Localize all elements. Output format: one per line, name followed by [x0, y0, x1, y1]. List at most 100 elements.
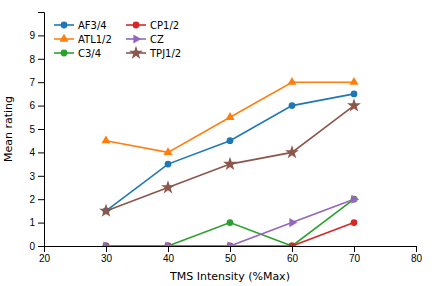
x-tick-mark — [106, 246, 107, 252]
legend-marker — [133, 34, 141, 43]
legend-marker — [61, 22, 68, 29]
legend-marker — [61, 50, 68, 57]
y-tick-mark — [38, 59, 44, 60]
series-line — [106, 82, 354, 152]
series-point — [285, 145, 299, 158]
y-tick: 0 — [29, 241, 44, 252]
series-point — [165, 241, 173, 246]
series — [101, 77, 358, 155]
legend-item: C3/4 — [54, 48, 101, 59]
series-point — [223, 157, 237, 170]
y-tick: 7 — [29, 77, 44, 88]
x-tick: 60 — [287, 246, 299, 264]
x-tick: 30 — [101, 246, 113, 264]
legend-label: C3/4 — [78, 48, 101, 59]
y-tick: 1 — [29, 217, 44, 228]
series-point — [227, 219, 234, 226]
x-tick-mark — [416, 246, 417, 252]
series-point — [287, 77, 296, 85]
legend-item: CP1/2 — [126, 20, 179, 31]
legend-label: CP1/2 — [150, 20, 179, 31]
x-axis-line — [45, 247, 417, 253]
x-tick: 20 — [39, 246, 51, 264]
x-tick-label: 80 — [411, 253, 423, 264]
legend-item: CZ — [126, 34, 164, 45]
x-axis: 20 30 40 50 60 70 80 — [39, 246, 423, 264]
series-point — [103, 241, 111, 246]
plot: 20 30 40 50 60 70 80 0 1 2 3 4 5 6 7 8 9 AF3/4 ATL1/2 C3/4 C… — [29, 13, 422, 265]
y-tick: 3 — [29, 171, 44, 182]
y-tick-mark — [38, 246, 44, 247]
x-axis-title: TMS Intensity (%Max) — [169, 270, 290, 283]
y-tick-label: 6 — [29, 100, 35, 111]
x-tick: 40 — [163, 246, 175, 264]
series-point — [99, 204, 113, 217]
x-tick-mark — [354, 246, 355, 252]
series-point — [163, 147, 172, 155]
x-tick: 70 — [349, 246, 361, 264]
y-axis-line — [38, 13, 45, 247]
y-tick-label: 9 — [29, 30, 35, 41]
y-tick-mark — [38, 199, 44, 200]
x-tick-label: 70 — [349, 253, 361, 264]
y-tick: 2 — [29, 194, 44, 205]
series-point — [289, 243, 296, 246]
chart: 20 30 40 50 60 70 80 0 1 2 3 4 5 6 7 8 9 AF3/4 ATL1/2 C3/4 C… — [0, 0, 432, 286]
y-tick-label: 2 — [29, 194, 35, 205]
series-point — [289, 243, 296, 246]
legend-item: TPJ1/2 — [126, 46, 181, 59]
y-tick: 4 — [29, 147, 44, 158]
x-tick-mark — [292, 246, 293, 252]
series-line — [106, 223, 354, 246]
series-point — [161, 180, 175, 193]
series — [103, 91, 358, 215]
legend-label: CZ — [150, 34, 164, 45]
x-tick: 80 — [411, 246, 423, 264]
y-axis: 0 1 2 3 4 5 6 7 8 9 — [29, 13, 44, 252]
x-tick: 50 — [225, 246, 237, 264]
series-point — [289, 102, 296, 109]
series-point — [347, 98, 361, 111]
series-line — [106, 199, 354, 246]
y-tick-label: 7 — [29, 77, 35, 88]
series-line — [106, 94, 354, 211]
y-tick-label: 0 — [29, 241, 35, 252]
legend-marker — [133, 22, 140, 29]
y-tick-mark — [38, 82, 44, 83]
x-tick-mark — [230, 246, 231, 252]
marks — [99, 77, 361, 246]
series-point — [101, 135, 110, 143]
legend-label: AF3/4 — [78, 20, 107, 31]
legend-label: TPJ1/2 — [149, 48, 181, 59]
series-line — [106, 106, 354, 211]
y-tick-label: 3 — [29, 171, 35, 182]
legend-item: AF3/4 — [54, 20, 107, 31]
legend-marker — [129, 46, 143, 59]
y-tick: 5 — [29, 124, 44, 135]
series-point — [165, 161, 172, 168]
series-point — [227, 241, 235, 246]
series-point — [289, 218, 297, 227]
series — [103, 196, 358, 246]
x-tick-mark — [168, 246, 169, 252]
x-tick-label: 30 — [101, 253, 113, 264]
x-tick-label: 20 — [39, 253, 51, 264]
series-point — [225, 112, 234, 120]
y-tick-mark — [38, 223, 44, 224]
legend-label: ATL1/2 — [78, 34, 112, 45]
x-tick-label: 40 — [163, 253, 175, 264]
y-axis-title: Mean rating — [2, 96, 15, 162]
series-point — [351, 219, 358, 226]
series — [103, 219, 358, 246]
y-tick-mark — [38, 176, 44, 177]
x-tick-label: 50 — [225, 253, 237, 264]
y-tick-mark — [38, 106, 44, 107]
legend-marker — [59, 34, 68, 42]
legend-item: ATL1/2 — [54, 34, 112, 45]
y-tick: 8 — [29, 54, 44, 65]
series-line — [106, 199, 354, 246]
y-tick-mark — [38, 35, 44, 36]
y-tick-mark — [38, 129, 44, 130]
y-tick-mark — [38, 152, 44, 153]
series — [99, 98, 361, 217]
